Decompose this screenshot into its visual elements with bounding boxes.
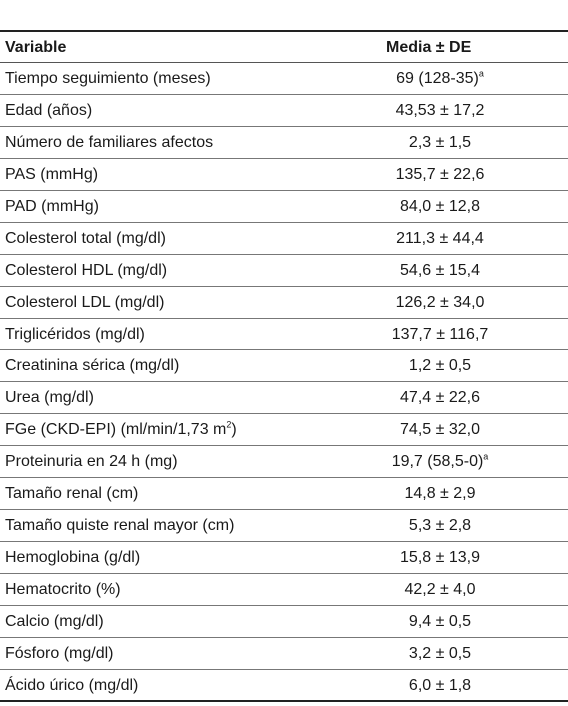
value-cell: 47,4 ± 22,6	[400, 389, 480, 407]
variable-cell: Fósforo (mg/dl)	[5, 644, 114, 662]
variable-cell: PAS (mmHg)	[5, 165, 99, 183]
value-cell: 9,4 ± 0,5	[408, 612, 472, 630]
variable-cell: Calcio (mg/dl)	[5, 612, 104, 630]
value-cell: 19,7 (58,5-0)a	[391, 451, 489, 471]
value-cell: 137,7 ± 116,7	[391, 325, 489, 343]
table-row: Triglicéridos (mg/dl) 137,7 ± 116,7	[0, 319, 568, 351]
variable-cell: Tamaño renal (cm)	[5, 485, 139, 503]
variable-cell: Triglicéridos (mg/dl)	[5, 325, 145, 343]
variable-cell: Hemoglobina (g/dl)	[5, 549, 141, 567]
table-row: Tamaño renal (cm) 14,8 ± 2,9	[0, 478, 568, 511]
table-row: Calcio (mg/dl) 9,4 ± 0,5	[0, 606, 568, 638]
variable-cell: Tiempo seguimiento (meses)	[5, 70, 211, 87]
header-mean-sd: Media ± DE	[386, 39, 472, 56]
variable-cell: Proteinuria en 24 h (mg)	[5, 453, 178, 471]
header-variable: Variable	[5, 39, 67, 56]
value-cell: 15,8 ± 13,9	[400, 549, 480, 567]
variable-cell: Número de familiares afectos	[5, 133, 214, 151]
table-row: Creatinina sérica (mg/dl) 1,2 ± 0,5	[0, 350, 568, 383]
table-row: Proteinuria en 24 h (mg) 19,7 (58,5-0)a	[0, 446, 568, 479]
table-row: Hemoglobina (g/dl) 15,8 ± 13,9	[0, 542, 568, 574]
variable-cell: Edad (años)	[5, 101, 93, 119]
table-row: Tiempo seguimiento (meses) 69 (128-35)a	[0, 63, 568, 95]
variable-cell: PAD (mmHg)	[5, 197, 99, 215]
table-row: Hematocrito (%) 42,2 ± 4,0	[0, 574, 568, 606]
value-cell: 135,7 ± 22,6	[395, 165, 485, 183]
variable-cell: FGe (CKD-EPI) (ml/min/1,73 m2)	[5, 419, 237, 439]
variable-cell: Urea (mg/dl)	[5, 389, 94, 407]
table-row: Número de familiares afectos 2,3 ± 1,5	[0, 127, 568, 159]
value-cell: 54,6 ± 15,4	[400, 261, 480, 279]
header-rule	[0, 62, 568, 63]
value-cell: 14,8 ± 2,9	[404, 485, 476, 503]
variable-cell: Hematocrito (%)	[5, 581, 121, 598]
table-row: PAS (mmHg) 135,7 ± 22,6	[0, 159, 568, 191]
table-row: Edad (años) 43,53 ± 17,2	[0, 95, 568, 127]
value-cell: 42,2 ± 4,0	[404, 581, 476, 598]
value-cell: 3,2 ± 0,5	[408, 644, 472, 662]
variable-cell: Tamaño quiste renal mayor (cm)	[5, 517, 235, 535]
value-cell: 2,3 ± 1,5	[408, 133, 472, 151]
variable-cell: Colesterol LDL (mg/dl)	[5, 293, 165, 311]
table-row: FGe (CKD-EPI) (ml/min/1,73 m2) 74,5 ± 32,…	[0, 414, 568, 447]
value-cell: 1,2 ± 0,5	[408, 357, 472, 375]
table-row: Urea (mg/dl) 47,4 ± 22,6	[0, 382, 568, 415]
table-row: Colesterol LDL (mg/dl) 126,2 ± 34,0	[0, 287, 568, 319]
table-row: Fósforo (mg/dl) 3,2 ± 0,5	[0, 638, 568, 670]
value-cell: 211,3 ± 44,4	[396, 229, 484, 247]
table-row: Colesterol total (mg/dl) 211,3 ± 44,4	[0, 223, 568, 255]
table-row: Colesterol HDL (mg/dl) 54,6 ± 15,4	[0, 255, 568, 287]
value-cell: 43,53 ± 17,2	[395, 101, 485, 119]
table-row: Ácido úrico (mg/dl) 6,0 ± 1,8	[0, 670, 568, 702]
table-body: Tiempo seguimiento (meses) 69 (128-35)a Ed…	[0, 63, 568, 702]
value-cell: 69 (128-35)a	[396, 68, 484, 87]
table-row: Tamaño quiste renal mayor (cm) 5,3 ± 2,8	[0, 510, 568, 543]
value-cell: 5,3 ± 2,8	[408, 517, 472, 535]
value-cell: 74,5 ± 32,0	[400, 421, 480, 439]
table-row: PAD (mmHg) 84,0 ± 12,8	[0, 191, 568, 223]
variable-cell: Creatinina sérica (mg/dl)	[5, 357, 180, 375]
value-cell: 126,2 ± 34,0	[395, 293, 485, 311]
table-header-row: Variable Media ± DE	[0, 32, 568, 64]
table-top-rule	[0, 30, 568, 32]
value-cell: 84,0 ± 12,8	[400, 197, 480, 215]
variable-cell: Colesterol HDL (mg/dl)	[5, 261, 168, 279]
value-cell: 6,0 ± 1,8	[408, 676, 472, 694]
variable-cell: Colesterol total (mg/dl)	[5, 229, 166, 247]
variable-cell: Ácido úrico (mg/dl)	[5, 676, 139, 694]
